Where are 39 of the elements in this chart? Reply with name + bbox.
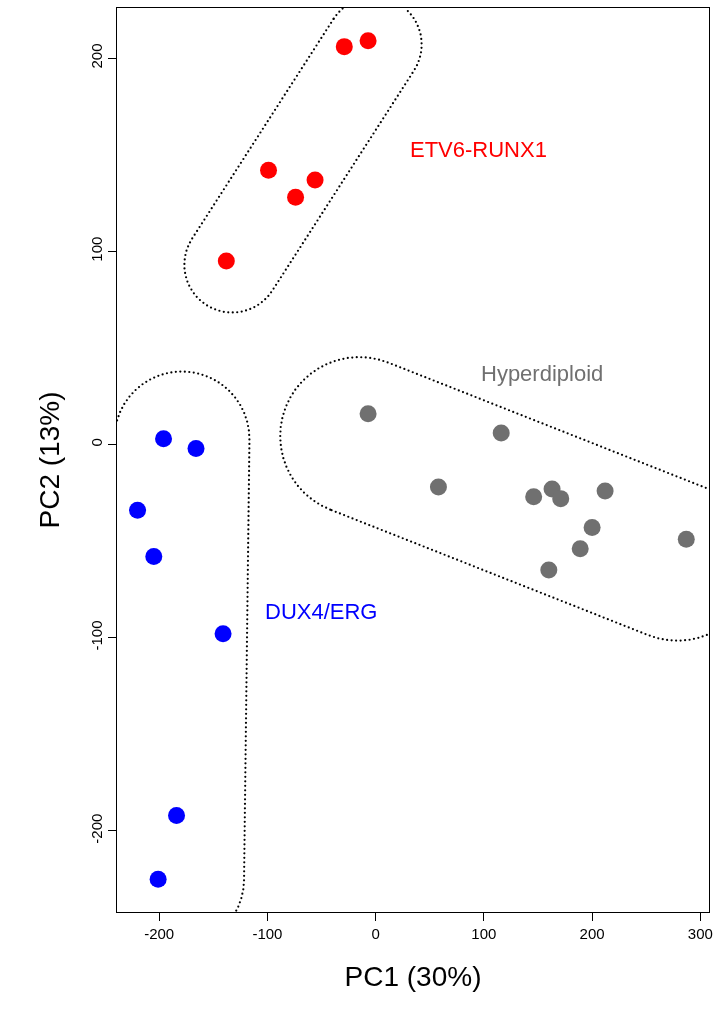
y-tick-label: 200 <box>87 43 105 69</box>
point <box>187 439 205 457</box>
point <box>492 424 510 442</box>
point <box>306 171 324 189</box>
point <box>214 625 232 643</box>
point <box>677 530 695 548</box>
point <box>129 501 147 519</box>
point <box>596 482 614 500</box>
series-label: DUX4/ERG <box>265 599 378 624</box>
point <box>335 38 353 56</box>
series-label: Hyperdiploid <box>481 361 604 386</box>
point <box>429 478 447 496</box>
y-tick-label: 0 <box>87 438 105 447</box>
text: ETV6-RUNX1 <box>410 137 547 162</box>
y-tick-label: -200 <box>87 813 105 844</box>
y-tick-label: 100 <box>87 236 105 262</box>
x-tick-label: -100 <box>252 925 283 943</box>
x-tick-label: 0 <box>371 925 380 943</box>
y-tick-label: -100 <box>87 620 105 651</box>
point <box>552 490 570 508</box>
point <box>260 161 278 179</box>
x-tick-label: -200 <box>144 925 175 943</box>
point <box>571 540 589 558</box>
point <box>155 430 173 448</box>
point <box>583 519 601 537</box>
x-axis-title: PC1 (30%) <box>344 961 482 993</box>
point <box>149 870 167 888</box>
point <box>145 548 163 566</box>
point <box>168 806 186 824</box>
x-tick-label: 100 <box>471 925 497 943</box>
point <box>540 561 558 579</box>
point <box>359 32 377 50</box>
point <box>287 188 305 206</box>
point <box>217 252 235 270</box>
y-axis-title: PC2 (13%) <box>33 391 65 529</box>
point <box>359 405 377 423</box>
x-tick-label: 200 <box>579 925 605 943</box>
point <box>525 488 543 506</box>
x-tick-label: 300 <box>687 925 713 943</box>
